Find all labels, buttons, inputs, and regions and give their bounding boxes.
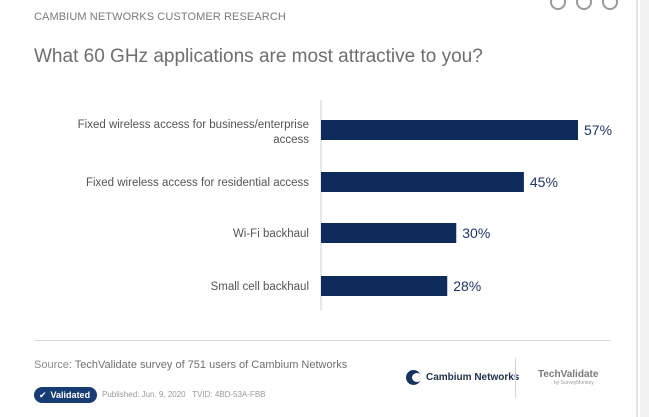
bar-2[interactable] bbox=[321, 172, 524, 192]
bar-4[interactable] bbox=[321, 276, 448, 296]
published-date: Published: Jun. 9, 2020 bbox=[102, 390, 186, 399]
tvid: TVID: 4BD-53A-FBB bbox=[192, 390, 266, 399]
techvalidate-sub: by SurveyMonkey bbox=[554, 380, 594, 386]
research-header: CAMBIUM NETWORKS CUSTOMER RESEARCH bbox=[34, 11, 286, 23]
cambium-brand[interactable]: Cambium Networks bbox=[406, 370, 519, 385]
publish-info: Published: Jun. 9, 2020 TVID: 4BD-53A-FB… bbox=[102, 390, 266, 399]
value-label-1: 57% bbox=[584, 122, 612, 138]
value-label-2: 45% bbox=[530, 174, 558, 190]
category-label-4: Small cell backhaul bbox=[211, 281, 309, 293]
embed-icon[interactable] bbox=[602, 0, 618, 10]
value-label-4: 28% bbox=[453, 278, 481, 294]
category-label-3: Wi-Fi backhaul bbox=[233, 228, 309, 240]
cambium-brand-name: Cambium Networks bbox=[426, 372, 520, 383]
brand-divider bbox=[515, 358, 516, 398]
chart-title: What 60 GHz applications are most attrac… bbox=[34, 46, 483, 67]
value-label-3: 30% bbox=[462, 225, 490, 241]
link-icon[interactable] bbox=[576, 0, 592, 10]
validated-badge[interactable]: ✔ Validated bbox=[34, 387, 98, 403]
bar-chart: 57% Fixed wireless access for business/en… bbox=[78, 100, 612, 310]
page-edge bbox=[640, 0, 649, 417]
cambium-logo-icon bbox=[406, 370, 421, 385]
category-label-2: Fixed wireless access for residential ac… bbox=[86, 177, 309, 189]
techvalidate-brand[interactable]: TechValidate by SurveyMonkey bbox=[538, 369, 598, 386]
footer-divider bbox=[34, 340, 610, 341]
source-line: Source: TechValidate survey of 751 users… bbox=[34, 359, 347, 371]
bar-1[interactable] bbox=[321, 120, 578, 140]
category-label-1: Fixed wireless access for business/enter… bbox=[78, 119, 310, 146]
checkmark-icon: ✔ bbox=[39, 389, 47, 400]
bar-3[interactable] bbox=[321, 223, 457, 243]
validated-label: Validated bbox=[50, 390, 91, 400]
source-text: TechValidate survey of 751 users of Camb… bbox=[74, 359, 348, 371]
source-label: Source: bbox=[34, 359, 72, 371]
toolbar-icons bbox=[550, 0, 618, 10]
share-icon[interactable] bbox=[550, 0, 566, 10]
techvalidate-name: TechValidate bbox=[538, 369, 599, 380]
